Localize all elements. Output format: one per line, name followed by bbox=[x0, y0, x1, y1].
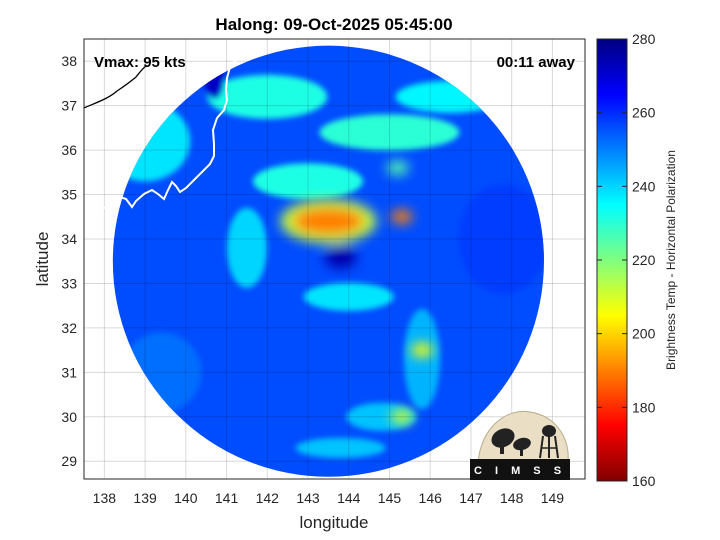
x-tick-label: 146 bbox=[419, 490, 443, 506]
vmax-annotation: Vmax: 95 kts bbox=[94, 54, 186, 71]
y-tick-label: 34 bbox=[61, 231, 77, 247]
time-offset-annotation: 00:11 away bbox=[497, 54, 576, 71]
x-tick-label: 142 bbox=[256, 490, 280, 506]
y-axis-label: latitude bbox=[33, 232, 52, 287]
x-tick-label: 149 bbox=[541, 490, 565, 506]
y-tick-labels: 29 30 31 32 33 34 35 36 37 38 bbox=[61, 53, 77, 469]
colorbar-ticks: 160 180 200 220 240 260 280 bbox=[597, 31, 656, 489]
y-tick-label: 31 bbox=[61, 364, 77, 380]
colorbar-tick-label: 240 bbox=[632, 178, 656, 194]
colorbar-tick-label: 200 bbox=[632, 326, 656, 342]
grid-lines bbox=[84, 39, 585, 479]
feature-southern-cell bbox=[390, 409, 413, 424]
colorbar-tick-label: 160 bbox=[632, 473, 656, 489]
y-tick-label: 38 bbox=[61, 53, 77, 69]
swath-region bbox=[207, 74, 328, 119]
feature-warm-core-region bbox=[292, 207, 365, 236]
y-tick-label: 37 bbox=[61, 98, 77, 114]
x-tick-label: 140 bbox=[174, 490, 198, 506]
x-tick-label: 138 bbox=[93, 490, 117, 506]
swath-region bbox=[319, 114, 460, 151]
x-tick-label: 144 bbox=[337, 490, 361, 506]
swath-region bbox=[404, 309, 441, 409]
swath-region bbox=[226, 207, 267, 288]
feature-eastern-cell bbox=[390, 209, 413, 224]
y-tick-label: 32 bbox=[61, 320, 77, 336]
y-tick-label: 30 bbox=[61, 409, 77, 425]
colorbar-tick-label: 220 bbox=[632, 252, 656, 268]
water-tower-icon bbox=[539, 425, 559, 459]
feature-northern-rainband bbox=[386, 160, 409, 175]
swath-region bbox=[303, 282, 394, 311]
feature-southern-cell bbox=[411, 343, 434, 358]
x-tick-labels: 138 139 140 141 142 143 144 145 146 147 148 149 bbox=[93, 490, 565, 506]
y-tick-label: 29 bbox=[61, 453, 77, 469]
x-tick-label: 143 bbox=[296, 490, 320, 506]
colorbar-label: Brightness Temp - Horizontal Polarizatio… bbox=[664, 150, 678, 370]
x-tick-label: 145 bbox=[378, 490, 402, 506]
cimss-logo: C I M S S bbox=[470, 410, 570, 480]
feature-cold-eye bbox=[324, 244, 357, 269]
colorbar-tick-label: 180 bbox=[632, 399, 656, 415]
x-tick-label: 141 bbox=[215, 490, 239, 506]
x-axis-label: longitude bbox=[299, 513, 368, 532]
colorbar-tick-label: 260 bbox=[632, 105, 656, 121]
x-tick-label: 148 bbox=[500, 490, 524, 506]
coastline-swath bbox=[85, 57, 246, 214]
logo-text: C I M S S bbox=[474, 465, 566, 477]
coastline bbox=[84, 65, 147, 109]
swath-region bbox=[295, 437, 386, 458]
axes-frame bbox=[83, 38, 586, 480]
satellite-dish-icon bbox=[491, 428, 531, 456]
x-tick-label: 139 bbox=[133, 490, 157, 506]
y-tick-label: 35 bbox=[61, 187, 77, 203]
swath-region bbox=[253, 163, 364, 200]
colorbar-tick-label: 280 bbox=[632, 31, 656, 47]
y-tick-label: 33 bbox=[61, 275, 77, 291]
swath-region bbox=[458, 184, 544, 294]
x-tick-label: 147 bbox=[459, 490, 483, 506]
chart-title: Halong: 09-Oct-2025 05:45:00 bbox=[215, 15, 452, 34]
y-tick-label: 36 bbox=[61, 142, 77, 158]
swath-region bbox=[346, 402, 417, 431]
